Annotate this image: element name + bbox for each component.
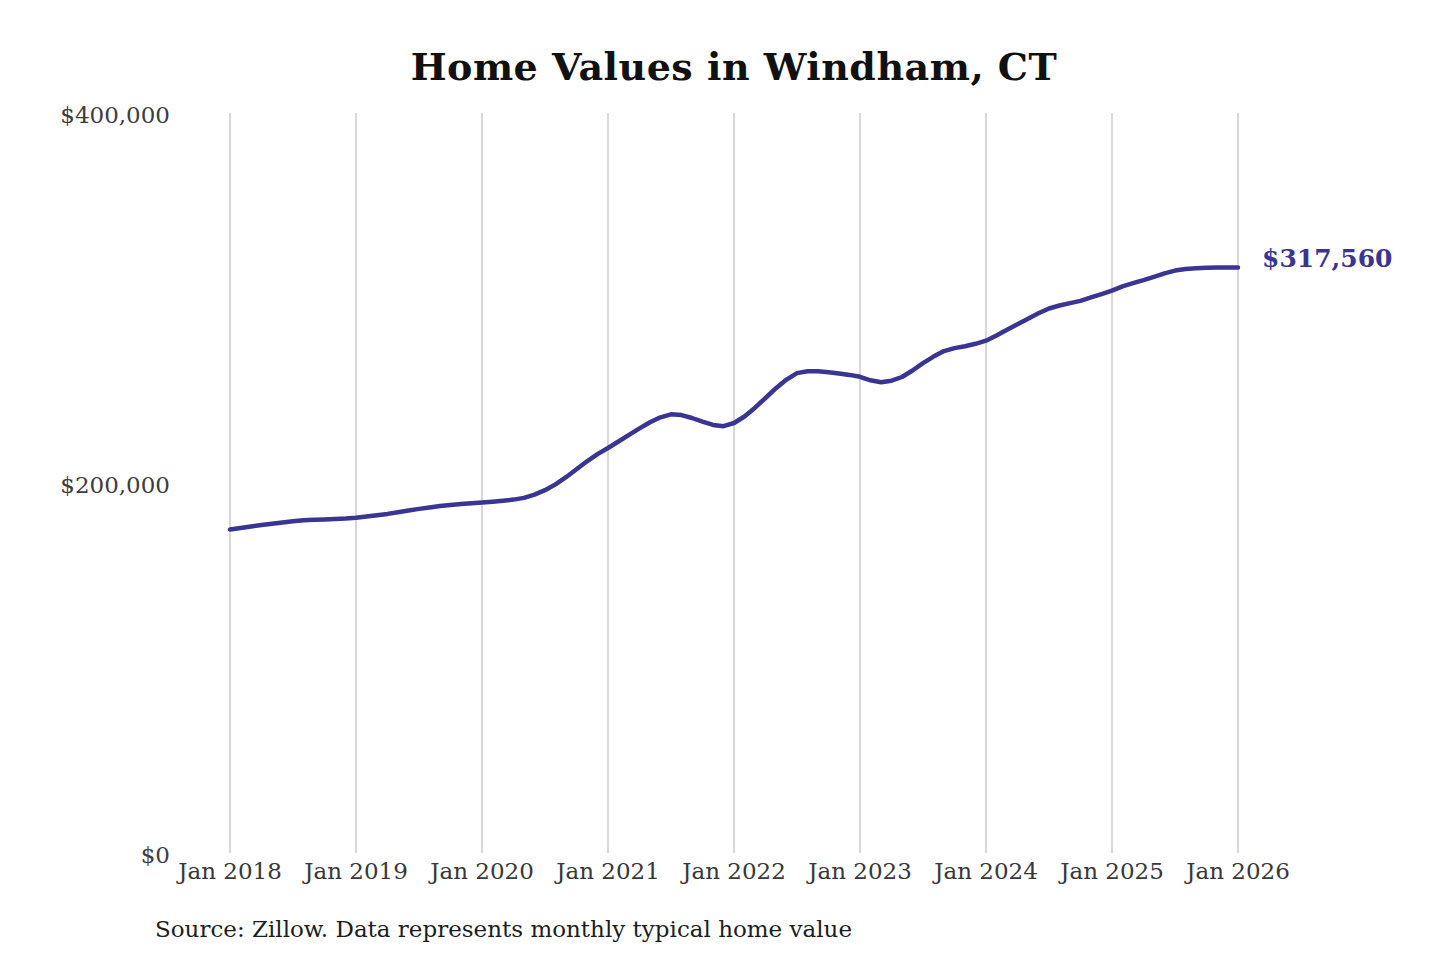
source-note: Source: Zillow. Data represents monthly … (155, 916, 852, 942)
chart-page: Home Values in Windham, CT $400,000 $200… (0, 0, 1440, 960)
x-tick-label: Jan 2022 (664, 856, 804, 886)
x-tick-label: Jan 2018 (160, 856, 300, 886)
latest-value-label: $317,560 (1262, 243, 1392, 275)
x-tick-label: Jan 2020 (412, 856, 552, 886)
y-tick-label-200k: $200,000 (30, 471, 170, 499)
x-tick-label: Jan 2021 (538, 856, 678, 886)
x-tick-label: Jan 2025 (1042, 856, 1182, 886)
x-tick-label: Jan 2023 (790, 856, 930, 886)
x-tick-label: Jan 2026 (1168, 856, 1308, 886)
x-tick-label: Jan 2019 (286, 856, 426, 886)
y-tick-label-400k: $400,000 (30, 101, 170, 129)
x-tick-label: Jan 2024 (916, 856, 1056, 886)
y-tick-label-0: $0 (30, 841, 170, 869)
line-chart-svg (0, 0, 1440, 960)
